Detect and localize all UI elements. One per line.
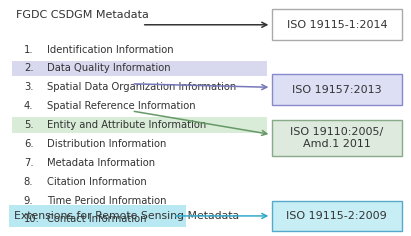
Text: ISO 19110:2005/
Amd.1 2011: ISO 19110:2005/ Amd.1 2011 xyxy=(290,127,383,149)
FancyBboxPatch shape xyxy=(272,201,402,231)
Text: Distribution Information: Distribution Information xyxy=(47,139,166,149)
Text: Spatial Reference Information: Spatial Reference Information xyxy=(47,101,196,111)
Text: 3.: 3. xyxy=(24,82,33,92)
Text: ISO 19157:2013: ISO 19157:2013 xyxy=(292,85,382,95)
Text: 4.: 4. xyxy=(24,101,33,111)
Text: 7.: 7. xyxy=(24,158,33,168)
Text: Contact Information: Contact Information xyxy=(47,215,147,224)
Text: 2.: 2. xyxy=(24,63,33,73)
Text: 5.: 5. xyxy=(24,120,33,130)
FancyBboxPatch shape xyxy=(12,61,267,76)
FancyBboxPatch shape xyxy=(272,120,402,156)
Text: 6.: 6. xyxy=(24,139,33,149)
Text: Entity and Attribute Information: Entity and Attribute Information xyxy=(47,120,206,130)
Text: Spatial Data Organization Information: Spatial Data Organization Information xyxy=(47,82,236,92)
Text: 1.: 1. xyxy=(24,45,33,55)
Text: FGDC CSDGM Metadata: FGDC CSDGM Metadata xyxy=(16,10,148,20)
FancyBboxPatch shape xyxy=(272,9,402,40)
Text: 8.: 8. xyxy=(24,177,33,187)
Text: 9.: 9. xyxy=(24,196,33,206)
FancyBboxPatch shape xyxy=(272,74,402,105)
Text: Metadata Information: Metadata Information xyxy=(47,158,155,168)
Text: Extensions for Remote Sensing Metadata: Extensions for Remote Sensing Metadata xyxy=(14,211,240,221)
Text: Identification Information: Identification Information xyxy=(47,45,174,55)
Text: 10.: 10. xyxy=(24,215,40,224)
FancyBboxPatch shape xyxy=(12,117,267,133)
Text: Data Quality Information: Data Quality Information xyxy=(47,63,171,73)
FancyBboxPatch shape xyxy=(9,205,186,227)
Text: Time Period Information: Time Period Information xyxy=(47,196,167,206)
Text: ISO 19115-1:2014: ISO 19115-1:2014 xyxy=(286,20,387,30)
Text: ISO 19115-2:2009: ISO 19115-2:2009 xyxy=(286,211,387,221)
Text: Citation Information: Citation Information xyxy=(47,177,147,187)
